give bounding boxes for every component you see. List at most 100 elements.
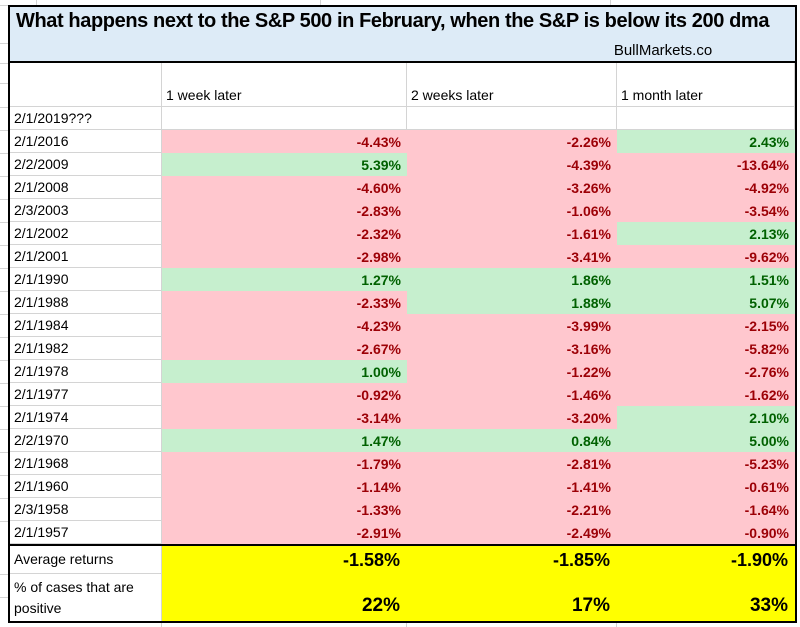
cell-value[interactable]: 5.39% [162,153,407,176]
cell-value[interactable]: -0.90% [617,521,795,544]
cell-average[interactable]: -1.85% [407,546,617,574]
cell-value[interactable]: 1.47% [162,429,407,452]
gridline [0,498,8,499]
cell-percent-positive[interactable]: 22% [162,574,407,621]
cell-value[interactable]: 1.88% [407,291,617,314]
cell-value[interactable]: -2.49% [407,521,617,544]
cell-value[interactable]: 0.84% [407,429,617,452]
gridline [0,176,8,177]
cell-value-empty[interactable] [162,107,407,130]
cell-value[interactable]: -1.62% [617,383,795,406]
cell-date[interactable]: 2/2/1970 [10,429,162,452]
cell-percent-positive[interactable]: 33% [617,574,795,621]
cell-value[interactable]: -5.23% [617,452,795,475]
cell-value[interactable]: 5.00% [617,429,795,452]
cell-value[interactable]: -2.98% [162,245,407,268]
cell-value[interactable]: -4.23% [162,314,407,337]
cell-value[interactable]: -2.32% [162,222,407,245]
cell-date[interactable]: 2/1/2016 [10,130,162,153]
cell-date[interactable]: 2/1/1988 [10,291,162,314]
cell-date[interactable]: 2/1/1960 [10,475,162,498]
cell-value[interactable]: -1.64% [617,498,795,521]
cell-average[interactable]: -1.90% [617,546,795,574]
cell-value[interactable]: -2.83% [162,199,407,222]
cell-value[interactable]: -2.91% [162,521,407,544]
percent-positive-label[interactable]: % of cases that are positive [10,574,162,621]
cell-value[interactable]: -3.54% [617,199,795,222]
cell-value[interactable]: -2.21% [407,498,617,521]
cell-value[interactable]: -2.15% [617,314,795,337]
cell-value-empty[interactable] [407,107,617,130]
cell-value[interactable]: 1.00% [162,360,407,383]
cell-date[interactable]: 2/2/2009 [10,153,162,176]
gridline [406,623,407,627]
cell-value[interactable]: -4.39% [407,153,617,176]
cell-value[interactable]: -4.43% [162,130,407,153]
cell-value[interactable]: -2.26% [407,130,617,153]
header-2-weeks-later[interactable]: 2 weeks later [407,63,617,107]
cell-date[interactable]: 2/3/2003 [10,199,162,222]
average-returns-row: Average returns -1.58% -1.85% -1.90% [10,546,795,574]
cell-date[interactable]: 2/1/1990 [10,268,162,291]
cell-value[interactable]: -3.26% [407,176,617,199]
table-body: 2/1/2016 -4.43% -2.26% 2.43% 2/2/2009 5.39% -4… [10,130,795,544]
cell-date[interactable]: 2/1/1957 [10,521,162,544]
cell-value[interactable]: -3.16% [407,337,617,360]
cell-value[interactable]: -4.60% [162,176,407,199]
cell-value[interactable]: 1.51% [617,268,795,291]
cell-value[interactable]: -2.33% [162,291,407,314]
percent-positive-row: % of cases that are positive 22% 17% 33% [10,574,795,621]
cell-value[interactable]: -1.06% [407,199,617,222]
cell-value[interactable]: -3.99% [407,314,617,337]
gridline [0,63,8,64]
cell-value[interactable]: -13.64% [617,153,795,176]
cell-value[interactable]: -0.92% [162,383,407,406]
average-returns-label[interactable]: Average returns [10,546,162,574]
cell-date[interactable]: 2/1/1977 [10,383,162,406]
cell-value[interactable]: 2.10% [617,406,795,429]
cell-date[interactable]: 2/1/2019??? [10,107,162,130]
cell-value[interactable]: 2.13% [617,222,795,245]
header-empty-cell[interactable] [10,63,162,107]
cell-value[interactable]: -3.14% [162,406,407,429]
cell-value[interactable]: -1.46% [407,383,617,406]
cell-date[interactable]: 2/1/1982 [10,337,162,360]
header-1-week-later[interactable]: 1 week later [162,63,407,107]
gridline [0,475,8,476]
gridline [0,245,8,246]
cell-value[interactable]: -3.41% [407,245,617,268]
cell-value[interactable]: -5.82% [617,337,795,360]
cell-date[interactable]: 2/1/2008 [10,176,162,199]
cell-value[interactable]: -2.76% [617,360,795,383]
cell-value-empty[interactable] [617,107,795,130]
cell-value[interactable]: 5.07% [617,291,795,314]
cell-value[interactable]: -0.61% [617,475,795,498]
title-cell[interactable]: What happens next to the S&P 500 in Febr… [8,5,797,63]
cell-date[interactable]: 2/1/1974 [10,406,162,429]
summary-block: Average returns -1.58% -1.85% -1.90% % o… [10,544,795,623]
cell-date[interactable]: 2/1/2001 [10,245,162,268]
cell-value[interactable]: -3.20% [407,406,617,429]
cell-value[interactable]: 1.86% [407,268,617,291]
cell-value[interactable]: -2.67% [162,337,407,360]
cell-value[interactable]: -2.81% [407,452,617,475]
cell-date[interactable]: 2/1/1984 [10,314,162,337]
cell-value[interactable]: -1.61% [407,222,617,245]
cell-date[interactable]: 2/1/2002 [10,222,162,245]
cell-date[interactable]: 2/1/1978 [10,360,162,383]
cell-value[interactable]: 1.27% [162,268,407,291]
cell-value[interactable]: -4.92% [617,176,795,199]
cell-date[interactable]: 2/3/1958 [10,498,162,521]
cell-value[interactable]: -1.14% [162,475,407,498]
cell-value[interactable]: -1.79% [162,452,407,475]
header-1-month-later[interactable]: 1 month later [617,63,795,107]
cell-value[interactable]: 2.43% [617,130,795,153]
cell-value[interactable]: -1.41% [407,475,617,498]
cell-percent-positive[interactable]: 17% [407,574,617,621]
cell-value[interactable]: -1.33% [162,498,407,521]
cell-value[interactable]: -9.62% [617,245,795,268]
cell-average[interactable]: -1.58% [162,546,407,574]
cell-date[interactable]: 2/1/1968 [10,452,162,475]
cell-value[interactable]: -1.22% [407,360,617,383]
